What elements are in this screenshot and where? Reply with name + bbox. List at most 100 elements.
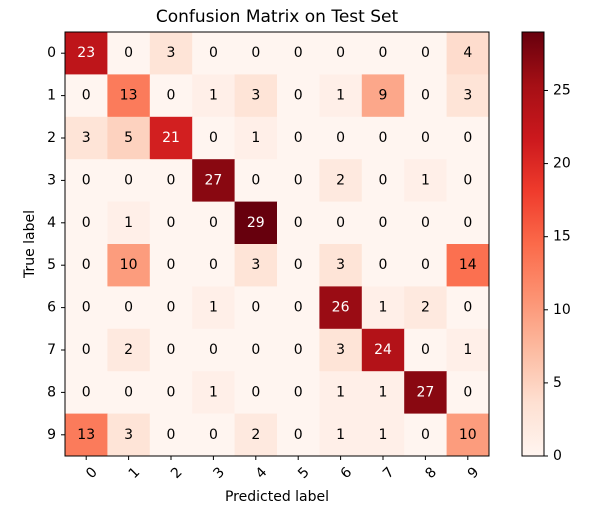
heatmap-cell	[234, 32, 278, 75]
colorbar-tick-label: 15	[553, 229, 571, 245]
heatmap-cell	[192, 244, 236, 287]
cell-value-label: 0	[82, 384, 91, 400]
colorbar: 0 5 10 15 20 25	[521, 31, 571, 464]
heatmap-cell	[65, 32, 108, 75]
cell-value-label: 0	[251, 45, 260, 61]
cell-value-label: 3	[336, 257, 345, 273]
cell-value-label: 0	[336, 130, 345, 146]
cell-value-label: 0	[209, 130, 218, 146]
cell-value-label: 23	[77, 45, 95, 61]
y-tick-label: 5	[47, 257, 56, 273]
heatmap-cell	[319, 371, 363, 415]
x-tick-label: 6	[338, 464, 356, 482]
cell-value-label: 3	[463, 88, 472, 104]
heatmap-cell	[65, 201, 108, 245]
cell-value-label: 27	[416, 384, 434, 400]
cell-value-label: 0	[82, 342, 91, 358]
cell-value-label: 0	[82, 88, 91, 104]
cell-value-label: 1	[336, 88, 345, 104]
cell-value-label: 1	[336, 427, 345, 443]
cell-value-label: 10	[120, 257, 138, 273]
cell-value-label: 0	[294, 45, 303, 61]
heatmap-cell	[404, 413, 448, 457]
heatmap-cell	[361, 371, 405, 415]
cell-value-label: 0	[463, 300, 472, 316]
x-tick-label: 1	[126, 464, 144, 482]
cell-value-label: 0	[209, 45, 218, 61]
heatmap-cell	[446, 244, 490, 287]
cell-value-label: 0	[209, 342, 218, 358]
cell-value-label: 10	[459, 427, 477, 443]
cell-value-label: 3	[82, 130, 91, 146]
cell-value-label: 3	[251, 257, 260, 273]
heatmap-cell	[404, 371, 448, 415]
heatmap-cell	[234, 116, 278, 160]
heatmap-cell	[319, 244, 363, 287]
y-tick-label: 6	[47, 300, 56, 316]
x-tick-label: 5	[295, 464, 313, 482]
cell-value-label: 0	[167, 427, 176, 443]
cell-value-label: 1	[209, 88, 218, 104]
cell-value-label: 2	[124, 342, 133, 358]
heatmap-cell	[446, 32, 490, 75]
heatmap-cell	[149, 371, 193, 415]
heatmap-cell	[65, 116, 108, 160]
heatmap-cell	[277, 32, 320, 75]
cell-value-label: 14	[459, 257, 477, 273]
cell-value-label: 4	[463, 45, 472, 61]
x-tick-label: 0	[83, 464, 101, 482]
cell-value-label: 0	[82, 300, 91, 316]
cell-value-label: 1	[379, 300, 388, 316]
cell-value-label: 3	[251, 88, 260, 104]
cell-value-label: 1	[209, 300, 218, 316]
cell-value-label: 3	[336, 342, 345, 358]
heatmap-cell	[192, 74, 236, 118]
heatmap-cell	[107, 74, 151, 118]
chart-title: Confusion Matrix on Test Set	[156, 7, 399, 27]
colorbar-tick-label: 20	[553, 156, 571, 172]
y-tick-label: 9	[47, 427, 56, 443]
cell-value-label: 0	[421, 215, 430, 231]
heatmap-cell	[404, 74, 448, 118]
heatmap-cell	[277, 116, 320, 160]
heatmap-cell	[277, 371, 320, 415]
heatmap-cell	[361, 286, 405, 330]
y-axis-ticks: 0 1 2 3 4 5 6 7 8 9	[47, 45, 65, 443]
cell-value-label: 3	[124, 427, 133, 443]
heatmap-cell	[149, 244, 193, 287]
cell-value-label: 0	[421, 342, 430, 358]
heatmap-cell	[277, 201, 320, 245]
cell-value-label: 1	[463, 342, 472, 358]
colorbar-gradient	[521, 31, 545, 457]
cell-value-label: 0	[294, 88, 303, 104]
cell-value-label: 0	[421, 427, 430, 443]
heatmap-cell	[192, 116, 236, 160]
heatmap-cell	[446, 328, 490, 372]
cell-value-label: 0	[294, 300, 303, 316]
heatmap-cell	[319, 74, 363, 118]
y-tick-label: 3	[47, 172, 56, 188]
heatmap-cell	[319, 286, 363, 330]
heatmap-cell	[361, 244, 405, 287]
heatmap-cell	[446, 116, 490, 160]
heatmap-cell	[234, 286, 278, 330]
heatmap-cell	[404, 159, 448, 203]
heatmap-cell	[107, 159, 151, 203]
heatmap-cell	[319, 159, 363, 203]
cell-value-label: 0	[82, 215, 91, 231]
cell-value-label: 0	[421, 257, 430, 273]
heatmap-cell	[277, 286, 320, 330]
heatmap-cell	[277, 159, 320, 203]
cell-value-label: 0	[124, 45, 133, 61]
heatmap-cell	[319, 116, 363, 160]
cell-value-label: 0	[463, 172, 472, 188]
colorbar-tick-label: 25	[553, 82, 571, 98]
cell-value-label: 2	[336, 172, 345, 188]
heatmap-cell	[192, 413, 236, 457]
cell-value-label: 2	[421, 300, 430, 316]
cell-value-label: 0	[379, 215, 388, 231]
cell-value-label: 0	[294, 130, 303, 146]
x-tick-label: 8	[422, 464, 440, 482]
heatmap-cell	[107, 286, 151, 330]
heatmap-cell	[192, 32, 236, 75]
